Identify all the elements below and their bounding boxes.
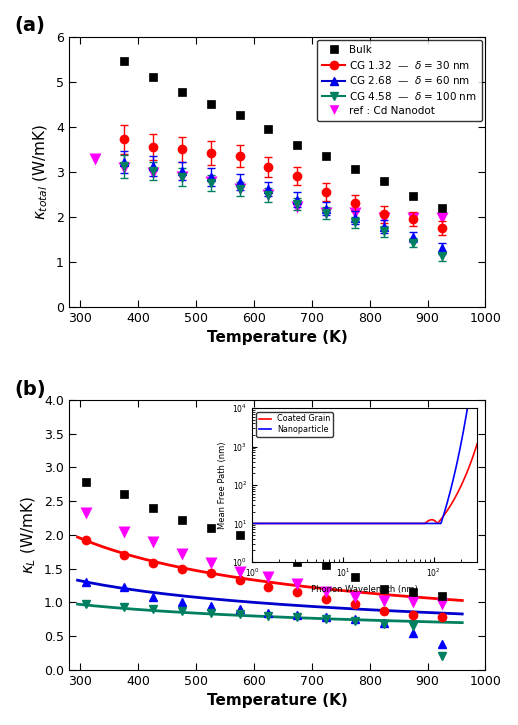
X-axis label: Temperature (K): Temperature (K) <box>207 330 348 345</box>
X-axis label: Temperature (K): Temperature (K) <box>207 693 348 708</box>
Text: (a): (a) <box>15 17 46 36</box>
Y-axis label: $\kappa_{total}$ (W/mK): $\kappa_{total}$ (W/mK) <box>32 123 50 220</box>
Legend: Bulk, CG 1.32  —  $\delta$ = 30 nm, CG 2.68  —  $\delta$ = 60 nm, CG 4.58  —  $\: Bulk, CG 1.32 — $\delta$ = 30 nm, CG 2.6… <box>317 40 482 121</box>
Text: (b): (b) <box>15 379 46 399</box>
Y-axis label: $\kappa_L$ (W/mK): $\kappa_L$ (W/mK) <box>20 496 38 574</box>
